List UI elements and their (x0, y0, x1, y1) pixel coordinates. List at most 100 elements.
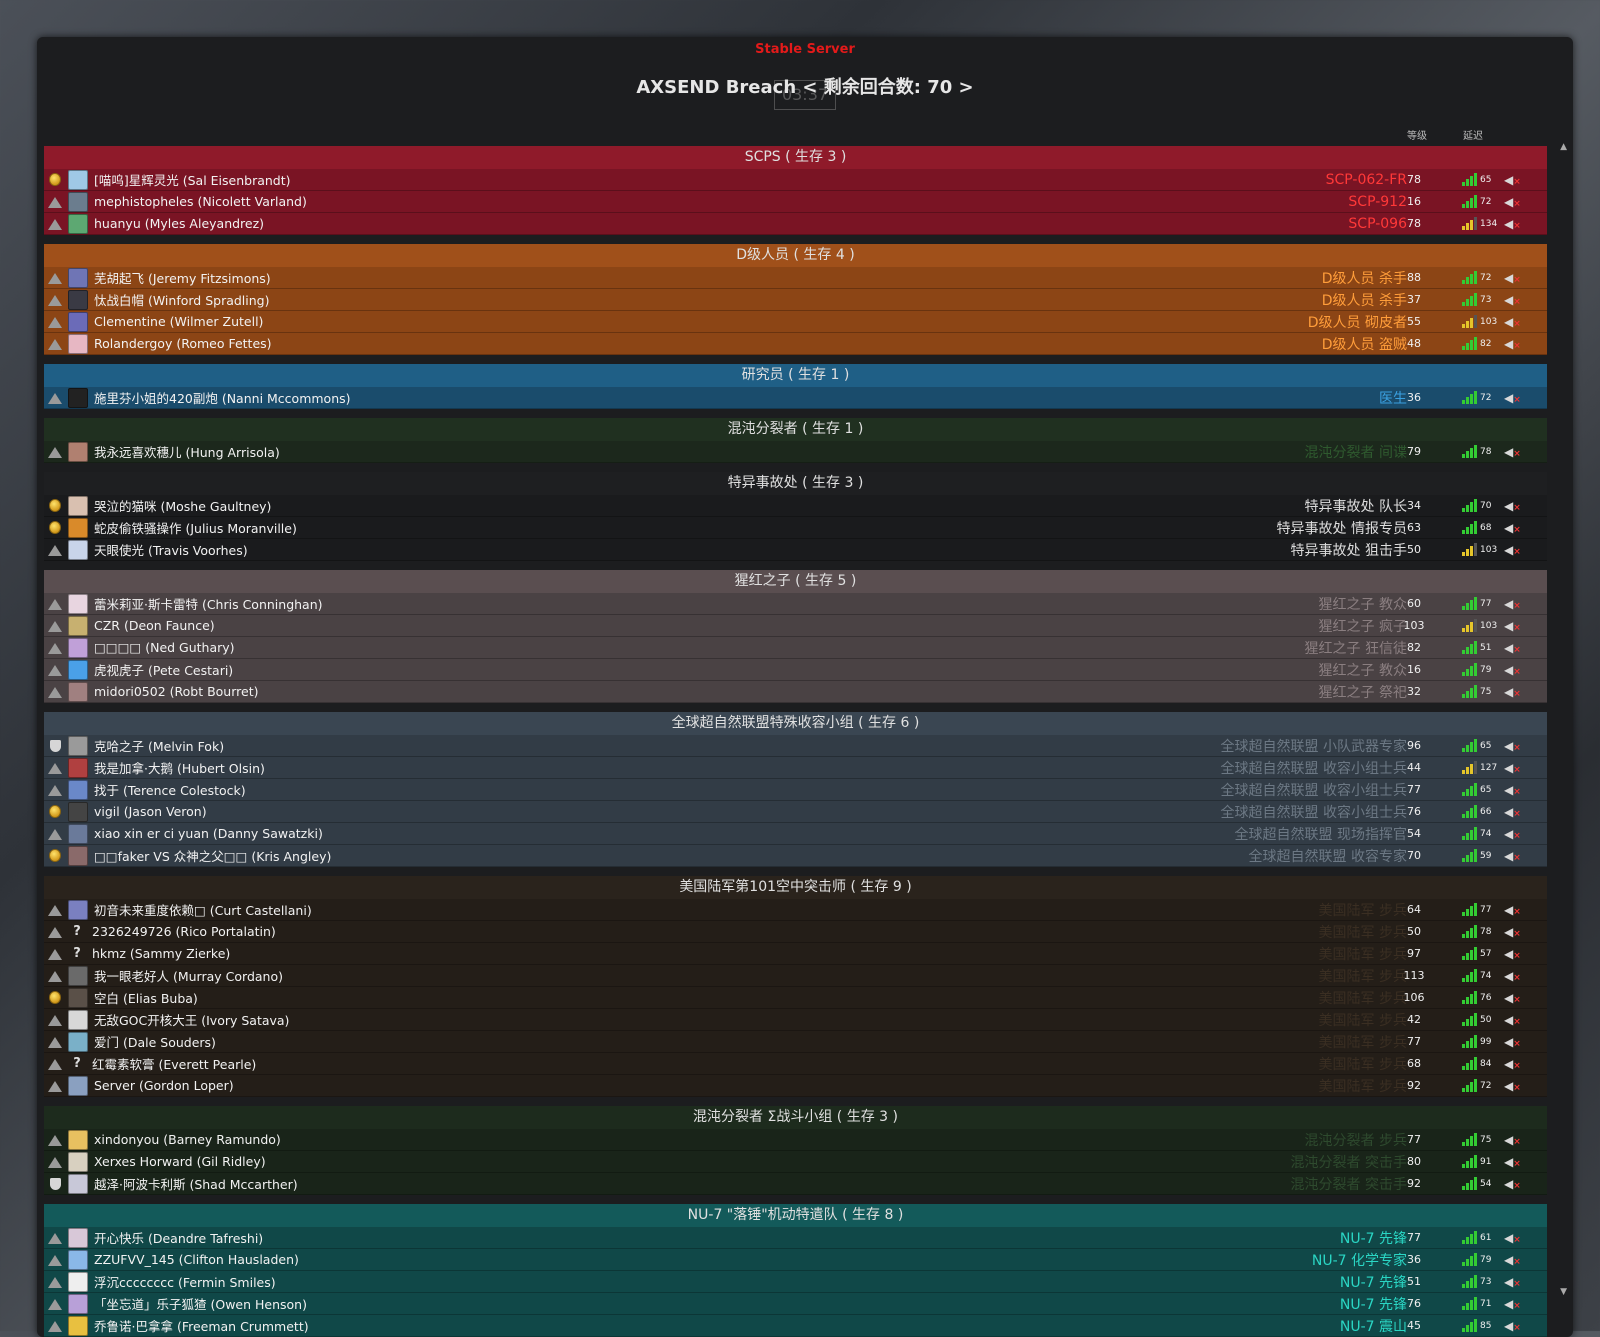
player-ping: 77 (1480, 904, 1492, 915)
player-name: 找于 (Terence Colestock) (94, 783, 246, 798)
player-row[interactable]: ? 红霉素软膏 (Everett Pearle) 美国陆军 步兵 68 84 ◀× (44, 1053, 1547, 1075)
player-row[interactable]: 浮沉cccccccc (Fermin Smiles) NU-7 先锋 51 73 ◀× (44, 1271, 1547, 1293)
mute-speaker-icon[interactable]: ◀× (1504, 1176, 1521, 1191)
mute-speaker-icon[interactable]: ◀× (1504, 194, 1521, 209)
mute-speaker-icon[interactable]: ◀× (1504, 390, 1521, 405)
mute-speaker-icon[interactable]: ◀× (1504, 314, 1521, 329)
player-row[interactable]: 爱门 (Dale Souders) 美国陆军 步兵 77 99 ◀× (44, 1031, 1547, 1053)
player-row[interactable]: 忲战白帽 (Winford Spradling) D级人员 杀手 37 73 ◀× (44, 289, 1547, 311)
player-row[interactable]: Xerxes Horward (Gil Ridley) 混沌分裂者 突击手 80 91… (44, 1151, 1547, 1173)
medal-icon (49, 849, 61, 862)
mute-speaker-icon[interactable]: ◀× (1504, 1230, 1521, 1245)
player-row[interactable]: [喵呜]星辉灵光 (Sal Eisenbrandt) SCP-062-FR 78 65… (44, 169, 1547, 191)
player-row[interactable]: 蕾米莉亚·斯卡雷特 (Chris Conninghan) 猩红之子 教众 60 77 ◀… (44, 593, 1547, 615)
player-row[interactable]: 无敌GOC开核大王 (Ivory Satava) 美国陆军 步兵 42 50 ◀× (44, 1009, 1547, 1031)
player-row[interactable]: 天眼使光 (Travis Voorhes) 特异事故处 狙击手 50 103 ◀× (44, 539, 1547, 561)
mute-speaker-icon[interactable]: ◀× (1504, 1132, 1521, 1147)
mute-speaker-icon[interactable]: ◀× (1504, 968, 1521, 983)
player-row[interactable]: 初音未来重度依赖□ (Curt Castellani) 美国陆军 步兵 64 77 ◀× (44, 899, 1547, 921)
player-row[interactable]: 我一眼老好人 (Murray Cordano) 美国陆军 步兵 113 74 ◀× (44, 965, 1547, 987)
player-row[interactable]: Clementine (Wilmer Zutell) D级人员 砌皮者 55 103 ◀… (44, 311, 1547, 333)
mute-speaker-icon[interactable]: ◀× (1504, 1318, 1521, 1333)
mute-speaker-icon[interactable]: ◀× (1504, 738, 1521, 753)
mute-speaker-icon[interactable]: ◀× (1504, 1296, 1521, 1311)
mute-speaker-icon[interactable]: ◀× (1504, 848, 1521, 863)
mute-speaker-icon[interactable]: ◀× (1504, 172, 1521, 187)
player-row[interactable]: 找于 (Terence Colestock) 全球超自然联盟 收容小组士兵 77 65… (44, 779, 1547, 801)
player-role: D级人员 砌皮者 (1307, 314, 1407, 331)
player-row[interactable]: 乔鲁诺·巴拿拿 (Freeman Crummett) NU-7 震山 45 85 ◀× (44, 1315, 1547, 1337)
player-row[interactable]: CZR (Deon Faunce) 猩红之子 疯子 103 103 ◀× (44, 615, 1547, 637)
mute-speaker-icon[interactable]: ◀× (1504, 1078, 1521, 1093)
mute-speaker-icon[interactable]: ◀× (1504, 990, 1521, 1005)
player-row[interactable]: 虎视虎子 (Pete Cestari) 猩红之子 教众 16 79 ◀× (44, 659, 1547, 681)
player-role: 混沌分裂者 突击手 (1290, 1176, 1407, 1193)
mute-speaker-icon[interactable]: ◀× (1504, 924, 1521, 939)
player-name: mephistopheles (Nicolett Varland) (94, 194, 307, 209)
player-row[interactable]: mephistopheles (Nicolett Varland) SCP-912… (44, 191, 1547, 213)
signal-bar (1474, 195, 1477, 208)
signal-bar (1474, 761, 1477, 774)
mute-speaker-icon[interactable]: ◀× (1504, 520, 1521, 535)
player-row[interactable]: 越泽·阿波卡利斯 (Shad Mccarther) 混沌分裂者 突击手 92 54 ◀× (44, 1173, 1547, 1195)
mute-speaker-icon[interactable]: ◀× (1504, 1034, 1521, 1049)
mute-speaker-icon[interactable]: ◀× (1504, 270, 1521, 285)
player-row[interactable]: ZZUFVV_145 (Clifton Hausladen) NU-7 化学专家 3… (44, 1249, 1547, 1271)
player-row[interactable]: vigil (Jason Veron) 全球超自然联盟 收容小组士兵 76 66 ◀× (44, 801, 1547, 823)
signal-bar (1466, 451, 1469, 458)
mute-speaker-icon[interactable]: ◀× (1504, 1056, 1521, 1071)
player-row[interactable]: midori0502 (Robt Bourret) 猩红之子 祭祀 32 75 ◀× (44, 681, 1547, 703)
player-row[interactable]: 芜胡起飞 (Jeremy Fitzsimons) D级人员 杀手 88 72 ◀× (44, 267, 1547, 289)
mute-speaker-icon[interactable]: ◀× (1504, 1154, 1521, 1169)
player-row[interactable]: □□□□ (Ned Guthary) 猩红之子 狂信徒 82 51 ◀× (44, 637, 1547, 659)
mute-speaker-icon[interactable]: ◀× (1504, 902, 1521, 917)
player-row[interactable]: □□faker VS 众神之父□□ (Kris Angley) 全球超自然联盟 收… (44, 845, 1547, 867)
mute-speaker-icon[interactable]: ◀× (1504, 1012, 1521, 1027)
player-row[interactable]: 空白 (Elias Buba) 美国陆军 步兵 106 76 ◀× (44, 987, 1547, 1009)
player-rank: 76 (1407, 805, 1421, 818)
scroll-up-arrow-icon[interactable]: ▲ (1560, 142, 1567, 152)
mute-speaker-icon[interactable]: ◀× (1504, 618, 1521, 633)
player-rank: 45 (1407, 1319, 1421, 1332)
mute-speaker-icon[interactable]: ◀× (1504, 542, 1521, 557)
player-row[interactable]: 我永远喜欢穗儿 (Hung Arrisola) 混沌分裂者 间谍 79 78 ◀× (44, 441, 1547, 463)
player-row[interactable]: ? hkmz (Sammy Zierke) 美国陆军 步兵 97 57 ◀× (44, 943, 1547, 965)
player-ping: 59 (1480, 850, 1492, 861)
mute-speaker-icon[interactable]: ◀× (1504, 1252, 1521, 1267)
mute-speaker-icon[interactable]: ◀× (1504, 684, 1521, 699)
player-role: 混沌分裂者 突击手 (1290, 1154, 1407, 1171)
user-icon (48, 949, 62, 960)
mute-speaker-icon[interactable]: ◀× (1504, 498, 1521, 513)
mute-speaker-icon[interactable]: ◀× (1504, 640, 1521, 655)
mute-speaker-icon[interactable]: ◀× (1504, 662, 1521, 677)
player-row[interactable]: 哭泣的猫咪 (Moshe Gaultney) 特异事故处 队长 34 70 ◀× (44, 495, 1547, 517)
player-row[interactable]: huanyu (Myles Aleyandrez) SCP-096 78 134 ◀× (44, 213, 1547, 235)
badge-cell (44, 387, 66, 408)
player-rank: 68 (1407, 1057, 1421, 1070)
avatar (68, 539, 88, 560)
mute-speaker-icon[interactable]: ◀× (1504, 596, 1521, 611)
mute-speaker-icon[interactable]: ◀× (1504, 946, 1521, 961)
mute-speaker-icon[interactable]: ◀× (1504, 292, 1521, 307)
player-row[interactable]: 我是加拿·大鹅 (Hubert Olsin) 全球超自然联盟 收容小组士兵 44 12… (44, 757, 1547, 779)
player-rank: 77 (1407, 783, 1421, 796)
mute-speaker-icon[interactable]: ◀× (1504, 804, 1521, 819)
player-row[interactable]: xindonyou (Barney Ramundo) 混沌分裂者 步兵 77 75 ◀× (44, 1129, 1547, 1151)
player-row[interactable]: 蛇皮偷铁骚操作 (Julius Moranville) 特异事故处 情报专员 63 6… (44, 517, 1547, 539)
mute-speaker-icon[interactable]: ◀× (1504, 444, 1521, 459)
player-row[interactable]: 克哈之子 (Melvin Fok) 全球超自然联盟 小队武器专家 96 65 ◀× (44, 735, 1547, 757)
mute-speaker-icon[interactable]: ◀× (1504, 336, 1521, 351)
player-row[interactable]: 「坐忘道」乐子狐猹 (Owen Henson) NU-7 先锋 76 71 ◀× (44, 1293, 1547, 1315)
mute-speaker-icon[interactable]: ◀× (1504, 760, 1521, 775)
player-row[interactable]: Rolandergoy (Romeo Fettes) D级人员 盗贼 48 82 ◀× (44, 333, 1547, 355)
player-row[interactable]: 开心快乐 (Deandre Tafreshi) NU-7 先锋 77 61 ◀× (44, 1227, 1547, 1249)
player-row[interactable]: 施里芬小姐的420副炮 (Nanni Mccommons) 医生 36 72 ◀× (44, 387, 1547, 409)
mute-speaker-icon[interactable]: ◀× (1504, 216, 1521, 231)
player-row[interactable]: Server (Gordon Loper) 美国陆军 步兵 92 72 ◀× (44, 1075, 1547, 1097)
player-row[interactable]: xiao xin er ci yuan (Danny Sawatzki) 全球超自… (44, 823, 1547, 845)
mute-speaker-icon[interactable]: ◀× (1504, 826, 1521, 841)
mute-speaker-icon[interactable]: ◀× (1504, 1274, 1521, 1289)
scroll-down-arrow-icon[interactable]: ▼ (1560, 1287, 1567, 1297)
player-row[interactable]: ? 2326249726 (Rico Portalatin) 美国陆军 步兵 50 78… (44, 921, 1547, 943)
mute-speaker-icon[interactable]: ◀× (1504, 782, 1521, 797)
